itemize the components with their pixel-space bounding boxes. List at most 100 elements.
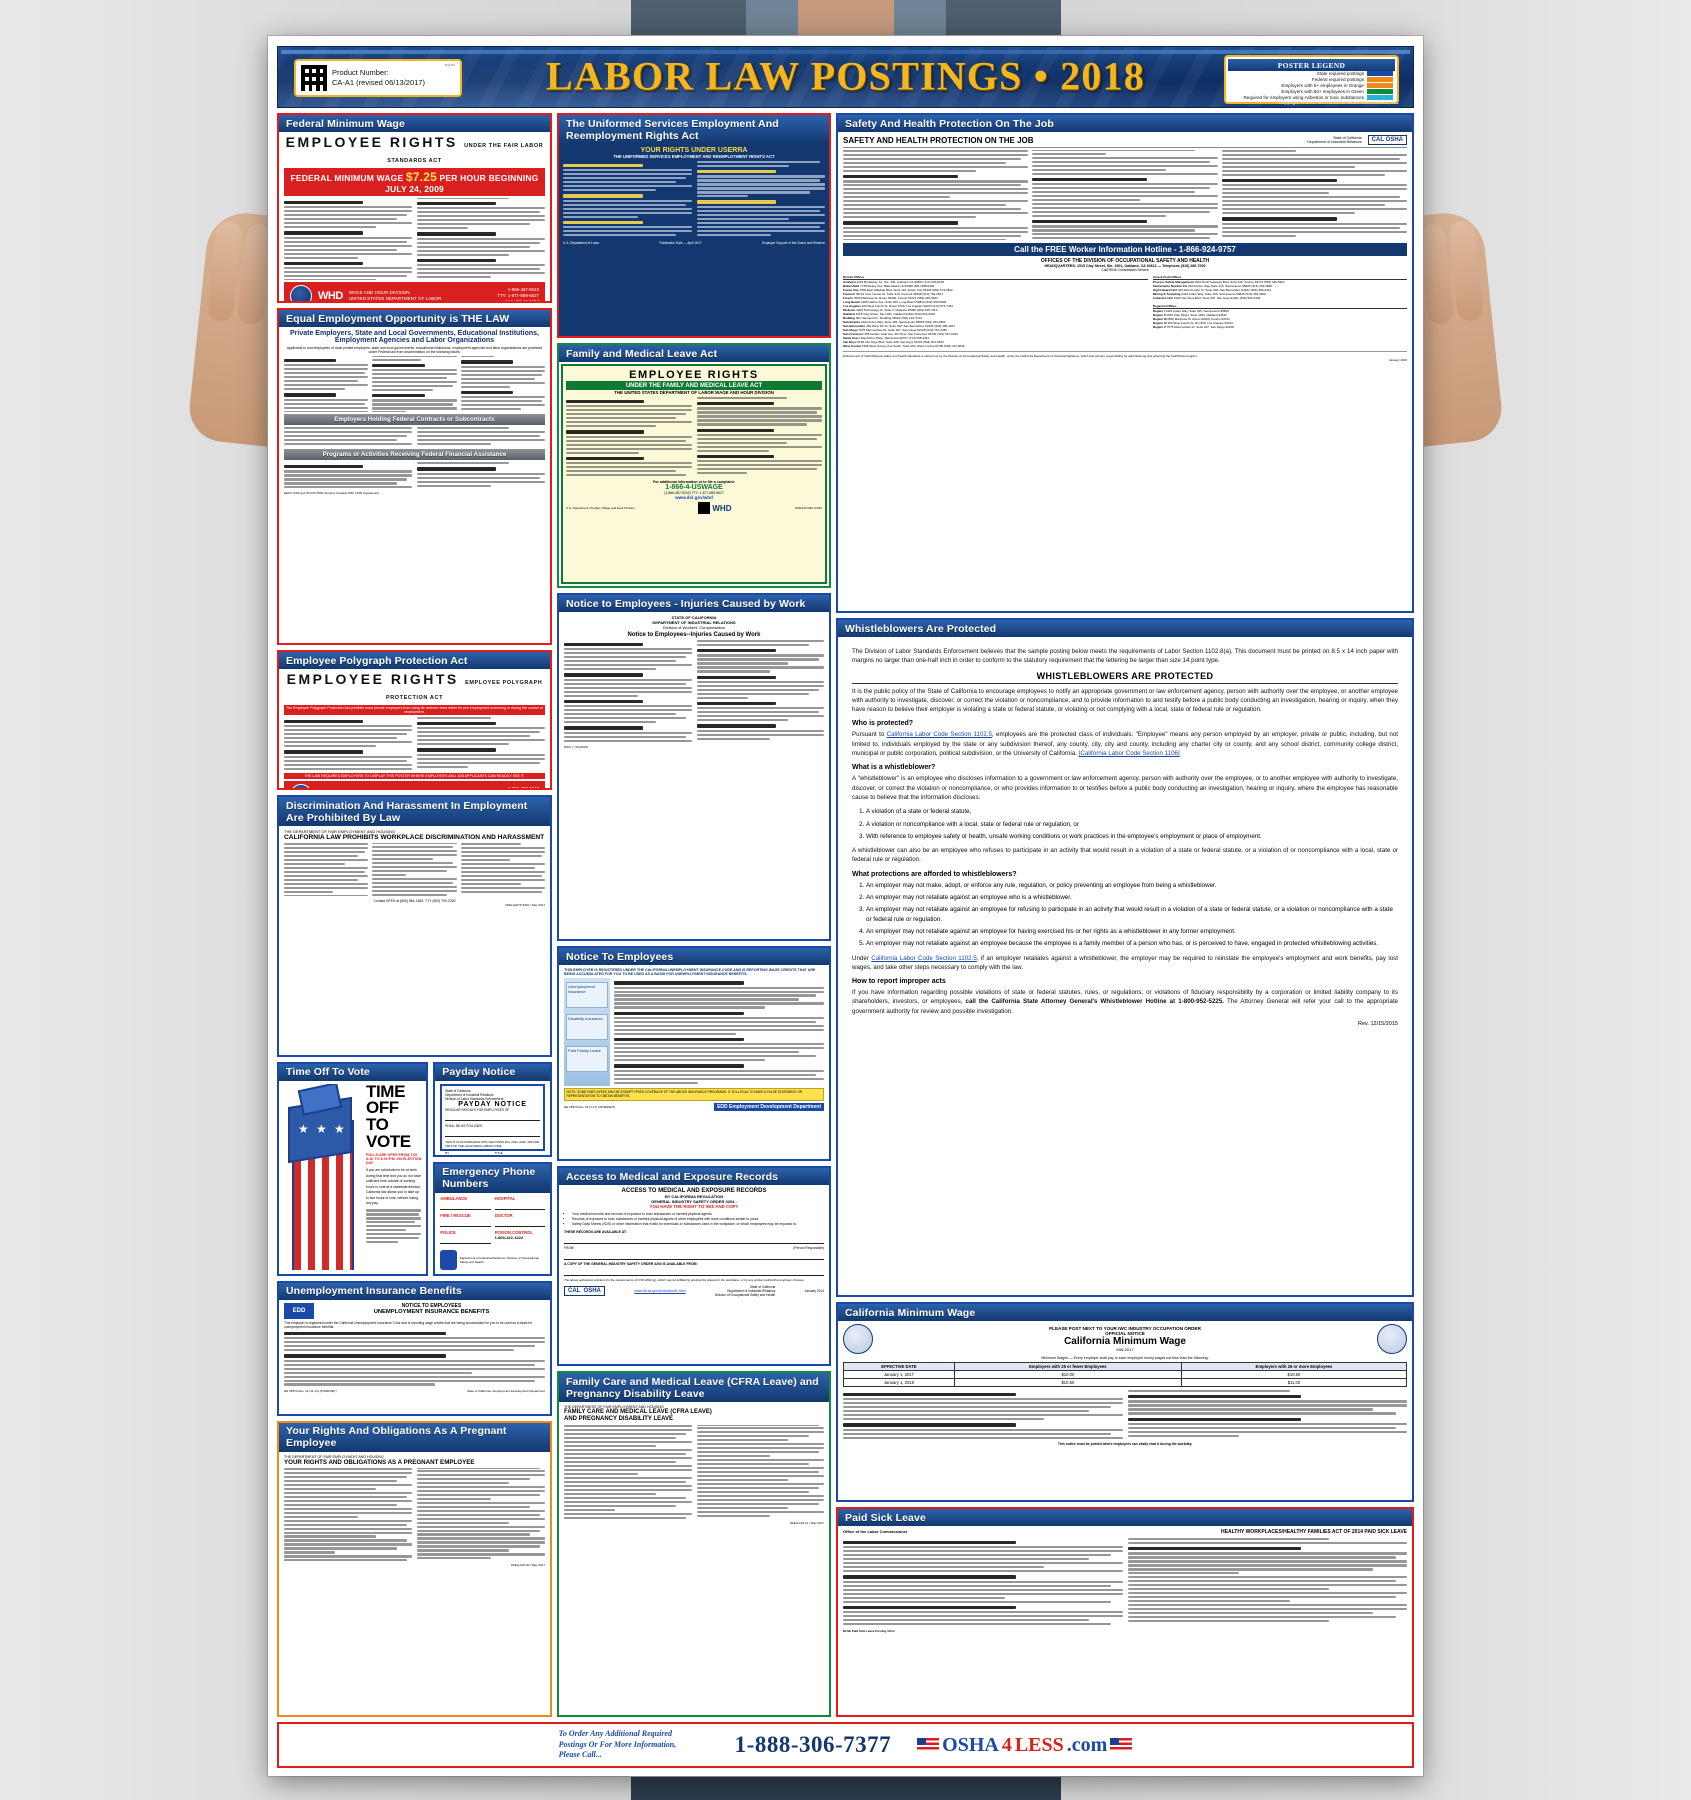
safety-agency-2: Department of Industrial Relations	[1307, 140, 1362, 144]
pregnant-heading: YOUR RIGHTS AND OBLIGATIONS AS A PREGNAN…	[284, 1458, 475, 1466]
office-row: Redding 381 Hemsted Dr., Redding 96002 (…	[843, 316, 922, 321]
edd-logo-icon: EDD	[284, 1302, 314, 1319]
wb-link-1102-5b[interactable]: California Labor Code Section 1102.5	[871, 954, 977, 962]
payday-field-label: REGULAR PAYDAYS FOR EMPLOYEES OF	[445, 1107, 510, 1112]
whd-acronym: WHD	[318, 289, 343, 301]
legend-swatch-state	[1367, 71, 1393, 77]
mer-from-label: FROM:	[564, 1246, 575, 1251]
whd-website[interactable]: www.dol.gov/whd	[497, 299, 539, 301]
panel-title: Payday Notice	[435, 1063, 550, 1081]
pregnant-revision: DFEH-100-20 / May 2017	[510, 1563, 545, 1568]
wb-a3-item: An employer may not retaliate against an…	[866, 939, 1398, 948]
panel-title: Discrimination And Harassment In Employm…	[279, 797, 550, 827]
cal-osha-logo: CAL OSHA	[564, 1286, 605, 1297]
office-row: Region V 7575 Metropolitan Dr, Suite 207…	[1152, 325, 1234, 330]
eeo-subtitle-2: Employment Agencies and Labor Organizati…	[334, 337, 495, 344]
panel-cfra-pregnancy-disability: Family Care and Medical Leave (CFRA Leav…	[557, 1371, 831, 1718]
payday-input-employer[interactable]	[445, 1114, 540, 1122]
mer-input-person[interactable]	[564, 1253, 824, 1260]
mer-bullet-3: Safety Data Sheets (SDS) or other inform…	[572, 1222, 824, 1227]
safety-consult: Cal/OSHA Consultation Service	[1101, 268, 1149, 273]
poster-column-middle: The Uniformed Services Employment And Re…	[557, 113, 831, 1718]
wb-q2: What is a whistleblower?	[852, 764, 936, 772]
wb-a2-item: A violation or noncompliance with a loca…	[866, 820, 1398, 829]
userra-publication: Publication Date — April 2017	[659, 240, 702, 245]
vote-title-line1: TIME OFF	[366, 1081, 406, 1118]
poster-column-left: Federal Minimum Wage EMPLOYEE RIGHTS UND…	[277, 113, 552, 1717]
panel-time-off-to-vote: Time Off To Vote ★ ★ ★ TIME OFF TO VOTE PO…	[277, 1061, 429, 1276]
wb-policy: It is the public policy of the State of …	[852, 687, 1398, 714]
panel-emergency-phone-numbers: Emergency Phone Numbers AMBULANCE FIRE /…	[433, 1161, 552, 1276]
camw-date-2: January 1, 2018	[843, 1378, 955, 1387]
footer-phone-number[interactable]: 1-888-306-7377	[734, 1732, 892, 1757]
camw-official: OFFICIAL NOTICE	[1105, 1331, 1145, 1336]
row-vote-payday: Time Off To Vote ★ ★ ★ TIME OFF TO VOTE PO…	[277, 1061, 552, 1276]
osha4less-brand-logo[interactable]: OSHA 4 LESS .com	[917, 1734, 1133, 1757]
mer-input-copy-source[interactable]	[564, 1269, 824, 1276]
panel-title: Time Off To Vote	[279, 1063, 427, 1081]
office-row: Mining & Tunneling 2424 Arden Way, Suite…	[1152, 292, 1266, 297]
whd-subtitle: UNITED STATES DEPARTMENT OF LABOR	[348, 295, 442, 301]
wb-link-1102-5[interactable]: California Labor Code Section 1102.5	[886, 731, 992, 739]
legend-swatch-federal	[1367, 77, 1393, 83]
payday-agency-3: Division of Labor Standards Enforcement	[445, 1096, 504, 1101]
emergency-input-doctor[interactable]	[494, 1220, 546, 1228]
discrimination-heading: CALIFORNIA LAW PROHIBITS WORKPLACE DISCR…	[284, 834, 545, 842]
safety-agency-1: State of California	[1333, 136, 1362, 140]
office-row: Oakland 1515 Clay Street, Ste 1303, Oakl…	[843, 312, 936, 317]
panel-body-text	[614, 978, 824, 1086]
fmla-contact-heading: For additional information or to file a …	[653, 480, 735, 485]
fmla-website[interactable]: www.dol.gov/whd	[675, 495, 713, 501]
payday-input-days[interactable]	[445, 1130, 540, 1138]
emergency-label-fire: FIRE / RESCUE	[440, 1212, 471, 1218]
copyright-notice: Copyright © 2017 ELITE BUSINESS VENTURES…	[1278, 100, 1399, 106]
payday-field-label-2: SHALL BE AS FOLLOWS:	[445, 1123, 483, 1128]
fmla-agency: U.S. Department of Labor | Wage and Hour…	[566, 506, 635, 511]
wb-cite-1106[interactable]: [California Labor Code Section 1106]	[1078, 750, 1180, 758]
emergency-input-police[interactable]	[440, 1237, 491, 1245]
employee-rights-heading: EMPLOYEE RIGHTS UNDER THE FAIR LABOR STA…	[285, 134, 544, 165]
panel-body-text	[843, 1390, 1407, 1440]
poster-footer: To Order Any Additional Required Posting…	[277, 1722, 1414, 1768]
edd-label-ui: Unemployment Insurance	[566, 982, 608, 1009]
wb-a3-tail: Under California Labor Code Section 1102…	[852, 954, 1398, 971]
mer-input-location[interactable]	[564, 1237, 824, 1244]
dfeh-revision: DFEH-E07P-ENG / May 2017	[505, 903, 545, 908]
whd-tty: TTY: 1-877-889-5627	[497, 293, 539, 299]
safety-heading: SAFETY AND HEALTH PROTECTION ON THE JOB	[843, 135, 1034, 145]
camw-title: California Minimum Wage	[1064, 1336, 1186, 1347]
emergency-label-police: POLICE	[440, 1229, 456, 1235]
office-row: Fremont 39141 Civic Center Dr, Suite 310…	[843, 292, 943, 297]
panel-federal-minimum-wage: Federal Minimum Wage EMPLOYEE RIGHTS UND…	[277, 113, 552, 303]
legend-label: Employers with 5+ employees in Orange	[1281, 83, 1364, 89]
camw-th-3: Employers with 26 or more Employees	[1180, 1362, 1408, 1371]
dol-seal-icon	[290, 284, 312, 301]
office-row: Los Angeles 320 West Fourth St, Room #72…	[843, 304, 954, 309]
edd-label-pfl: Paid Family Leave	[566, 1046, 608, 1073]
injuries-form: DWC 7 (1/1/2016)	[564, 744, 589, 749]
edd-label-di: Disability Insurance	[566, 1014, 608, 1041]
payday-field-label-4: BY	[445, 1150, 450, 1155]
mer-agency-2: Department of Industrial Relations	[727, 1289, 776, 1294]
emergency-input-fire[interactable]	[440, 1220, 491, 1228]
emergency-input-ambulance[interactable]	[440, 1203, 491, 1211]
emergency-label-poison: POISON CONTROL	[494, 1229, 533, 1235]
panel-notice-to-employees: Notice To Employees THIS EMPLOYER IS REG…	[557, 946, 831, 1162]
mer-website[interactable]: www.dir.ca.gov/dosh/dosh1.html	[634, 1289, 686, 1294]
cfra-dept: THE DEPARTMENT OF FAIR EMPLOYMENT AND HO…	[564, 1405, 664, 1410]
emergency-input-hospital[interactable]	[494, 1203, 546, 1211]
office-row: West Covina 1906 West Garvey Ave South, …	[843, 344, 965, 349]
eeo-subbar-contracts: Employers Holding Federal Contracts or S…	[284, 414, 545, 426]
legend-swatch-50plus	[1367, 88, 1393, 94]
panel-body-text-3	[284, 462, 545, 489]
panel-title: Whistleblowers Are Protected	[838, 620, 1412, 637]
legend-item: Federal required postings	[1228, 77, 1395, 83]
panel-title: Emergency Phone Numbers	[435, 1163, 550, 1193]
panel-paid-sick-leave: Paid Sick Leave Office of the Labor Comm…	[836, 1507, 1414, 1717]
eeo-subbar-programs: Programs or Activities Receiving Federal…	[284, 449, 545, 461]
mer-bullet-1: Your medical records and records of expo…	[572, 1212, 824, 1217]
poster-legend-title: POSTER LEGEND	[1228, 59, 1395, 71]
office-row: Region I 2424 Arden Way, Suite 165, Sacr…	[1152, 309, 1229, 314]
dfeh-contact: Contact DFEH at (800) 884-1684, TTY (800…	[373, 899, 456, 904]
panel-title: The Uniformed Services Employment And Re…	[559, 115, 829, 144]
